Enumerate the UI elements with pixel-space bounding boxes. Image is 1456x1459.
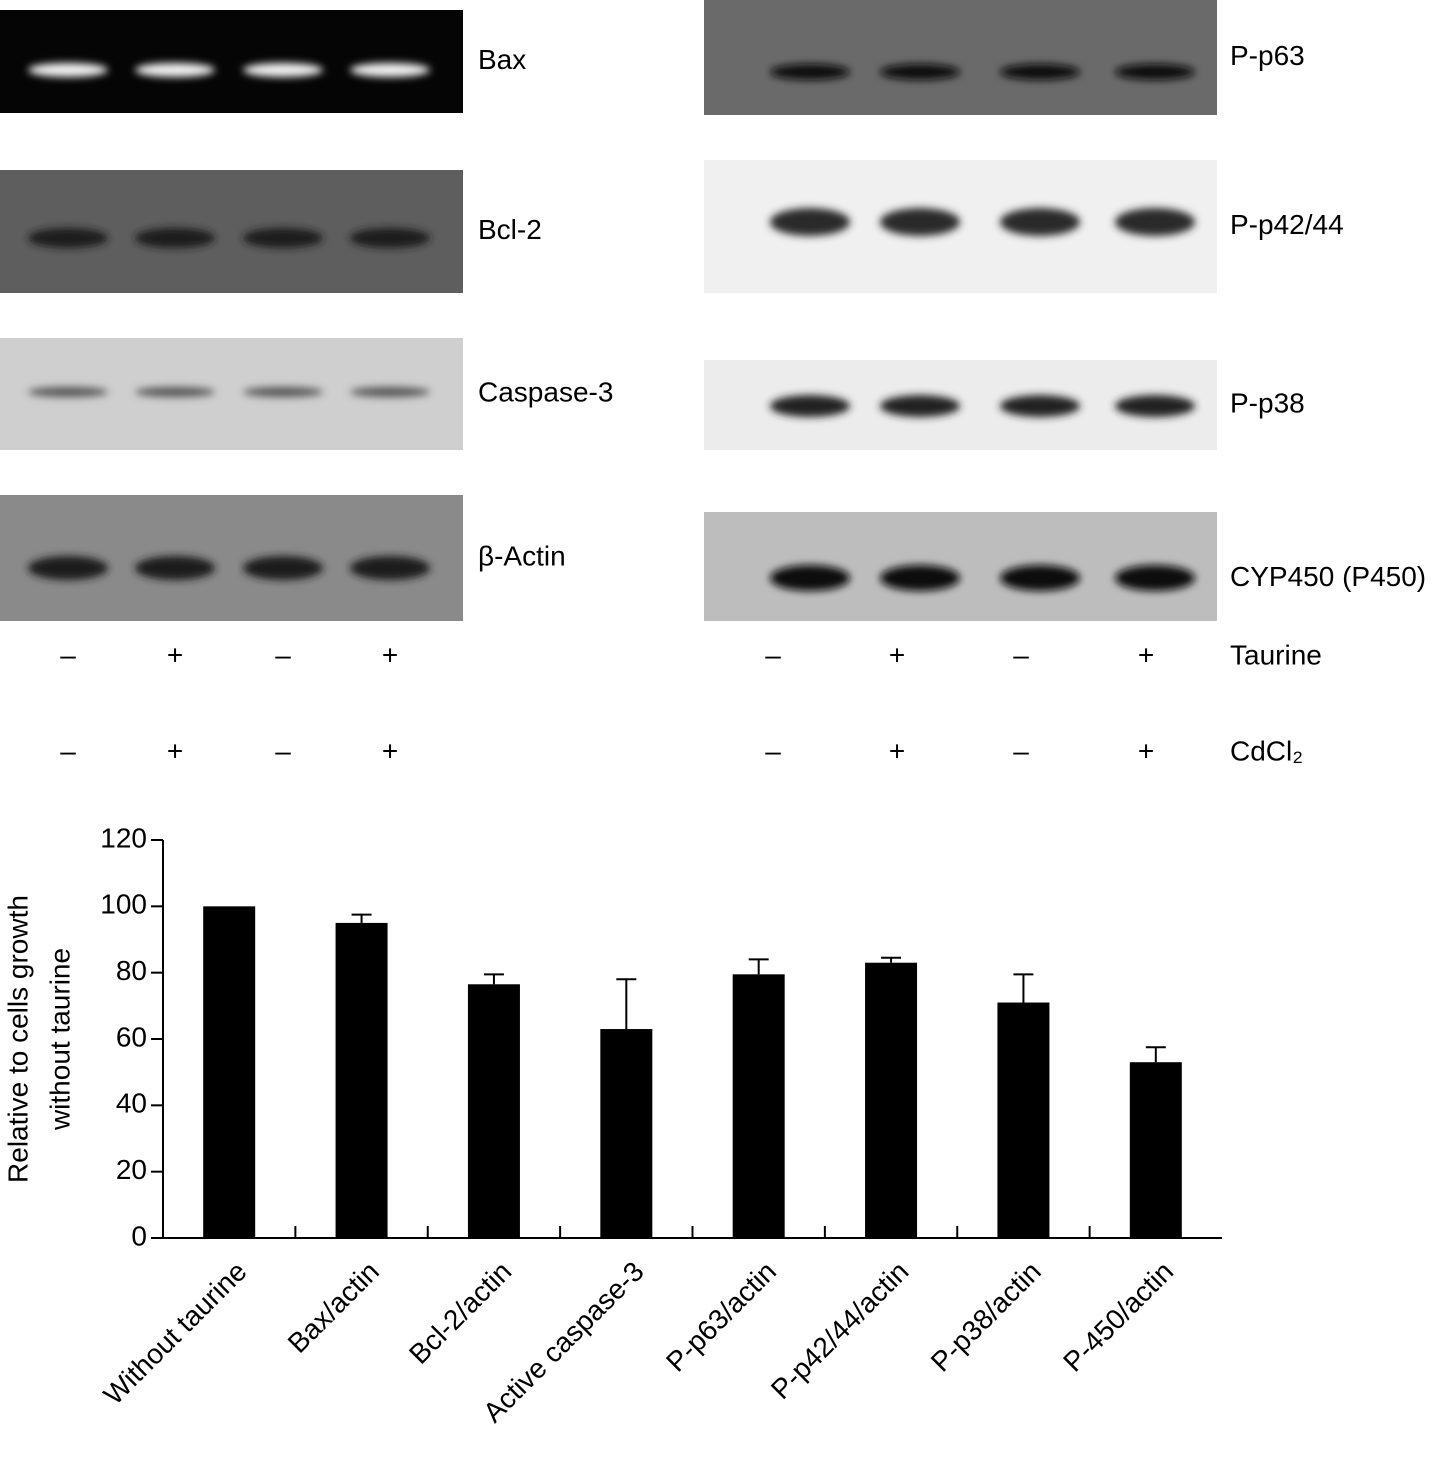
- error-bar: [881, 956, 902, 963]
- treatment-sign: –: [275, 639, 291, 670]
- x-tick-label: P-p63/actin: [660, 1256, 782, 1378]
- blot-label: CYP450 (P450): [1230, 561, 1426, 592]
- blot-band: [350, 556, 430, 580]
- blot-band: [880, 565, 960, 591]
- y-tick-label: 20: [116, 1154, 147, 1185]
- blot-band: [243, 228, 323, 248]
- blot-band: [28, 63, 108, 77]
- error-bar: [748, 958, 769, 975]
- treatment-sign: +: [1138, 735, 1154, 766]
- blot-band: [1115, 64, 1195, 80]
- bar: [467, 984, 520, 1238]
- y-axis-label: Relative to cells growth: [2, 895, 33, 1183]
- treatment-sign: +: [889, 735, 905, 766]
- blot-band: [350, 387, 430, 397]
- error-bar: [1013, 973, 1034, 1003]
- treatment-sign: +: [1138, 639, 1154, 670]
- blot-band: [770, 208, 850, 236]
- error-bar: [1145, 1046, 1166, 1063]
- blot-panel: [704, 512, 1217, 621]
- treatment-sign: –: [60, 735, 76, 766]
- treatment-sign: –: [765, 735, 781, 766]
- treatment-label: CdCl₂: [1230, 735, 1303, 766]
- bar: [865, 962, 918, 1238]
- treatment-sign: –: [765, 639, 781, 670]
- blot-label: P-p63: [1230, 40, 1305, 71]
- blot-band: [770, 395, 850, 417]
- bar: [997, 1002, 1050, 1238]
- bar: [600, 1029, 653, 1238]
- y-tick-label: 80: [116, 955, 147, 986]
- blot-band: [1000, 395, 1080, 417]
- treatment-sign: +: [167, 735, 183, 766]
- blot-label: Bax: [478, 44, 526, 75]
- blot-label: β-Actin: [478, 540, 566, 571]
- blot-label: Bcl-2: [478, 214, 542, 245]
- treatment-label: Taurine: [1230, 639, 1322, 670]
- blot-panel: [0, 10, 463, 113]
- blot-band: [880, 208, 960, 236]
- blot-band: [770, 565, 850, 591]
- y-tick-label: 120: [100, 822, 147, 853]
- x-tick-label: P-p42/44/actin: [765, 1256, 915, 1406]
- x-tick-label: Bax/actin: [282, 1256, 385, 1359]
- error-bar: [351, 913, 372, 923]
- bar: [732, 974, 785, 1238]
- x-tick-label: P-p38/actin: [925, 1256, 1047, 1378]
- blot-band: [28, 556, 108, 580]
- blot-band: [880, 395, 960, 417]
- treatment-sign: +: [889, 639, 905, 670]
- treatment-sign: +: [382, 639, 398, 670]
- blot-band: [28, 228, 108, 248]
- blot-band: [1115, 395, 1195, 417]
- treatment-sign: +: [167, 639, 183, 670]
- blot-band: [243, 387, 323, 397]
- bar: [1129, 1062, 1182, 1238]
- blot-label: Caspase-3: [478, 376, 613, 407]
- blot-band: [243, 63, 323, 77]
- blot-label: P-p38: [1230, 387, 1305, 418]
- blot-band: [770, 64, 850, 80]
- blot-band: [1000, 208, 1080, 236]
- blot-band: [1115, 565, 1195, 591]
- blot-band: [243, 556, 323, 580]
- x-tick-label: P-450/actin: [1057, 1256, 1179, 1378]
- blot-band: [1000, 64, 1080, 80]
- blot-label: P-p42/44: [1230, 209, 1344, 240]
- blot-band: [135, 63, 215, 77]
- blot-band: [28, 387, 108, 397]
- bar: [203, 906, 256, 1238]
- error-bar: [616, 978, 637, 1030]
- blot-band: [135, 387, 215, 397]
- blot-band: [350, 63, 430, 77]
- treatment-sign: +: [382, 735, 398, 766]
- treatment-sign: –: [1013, 639, 1029, 670]
- x-tick-label: Without taurine: [98, 1256, 253, 1411]
- blot-band: [1000, 565, 1080, 591]
- y-tick-label: 100: [100, 889, 147, 920]
- treatment-sign: –: [1013, 735, 1029, 766]
- error-bar: [483, 973, 504, 985]
- treatment-sign: –: [275, 735, 291, 766]
- y-tick-label: 60: [116, 1021, 147, 1052]
- x-tick-label: Bcl-2/actin: [403, 1256, 517, 1370]
- y-tick-label: 0: [131, 1220, 147, 1251]
- bar: [335, 922, 388, 1238]
- blot-band: [880, 64, 960, 80]
- treatment-sign: –: [60, 639, 76, 670]
- blot-band: [1115, 208, 1195, 236]
- y-tick-label: 40: [116, 1088, 147, 1119]
- y-axis-label: without taurine: [44, 948, 75, 1131]
- blot-band: [135, 228, 215, 248]
- blot-band: [135, 556, 215, 580]
- blot-band: [350, 228, 430, 248]
- blot-panel: [704, 0, 1217, 115]
